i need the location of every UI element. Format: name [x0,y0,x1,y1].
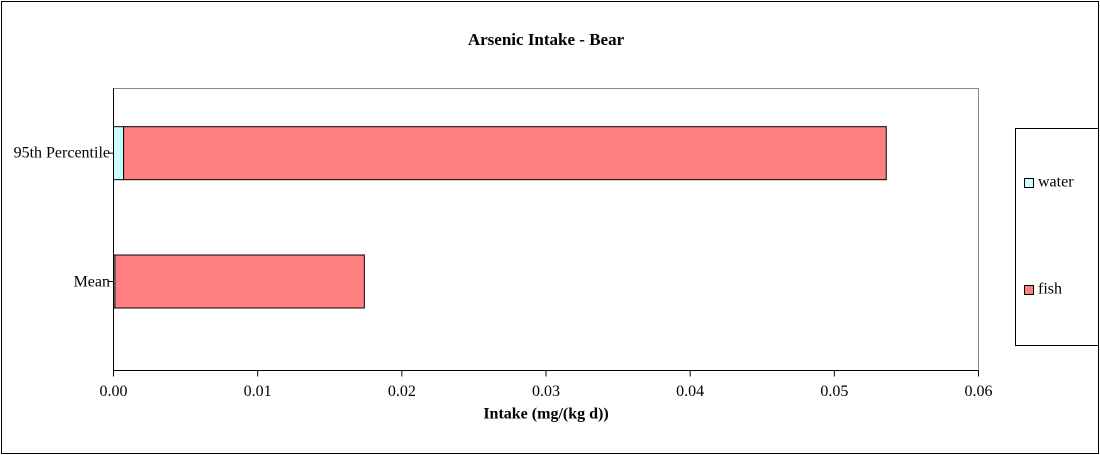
bar-segment [114,254,365,309]
x-tick-label: 0.01 [244,383,272,400]
x-tick-label: 0.04 [676,383,704,400]
legend-swatch [1024,178,1034,188]
legend-label: water [1038,174,1074,191]
x-tick-label: 0.02 [388,383,416,400]
x-tick-label: 0.00 [100,383,128,400]
x-tick-label: 0.06 [965,383,993,400]
y-tick-label: 95th Percentile [13,144,110,162]
bar-segment [123,126,887,181]
y-tick-label: Mean [73,273,110,290]
chart-title: Arsenic Intake - Bear [468,30,625,49]
bar-segment [113,126,125,181]
x-tick-label: 0.03 [532,383,560,400]
legend-swatch [1024,285,1034,295]
legend-label: fish [1038,281,1062,298]
legend-box [1015,128,1099,346]
x-axis-label: Intake (mg/(kg d)) [483,406,608,423]
x-tick-label: 0.05 [820,383,848,400]
